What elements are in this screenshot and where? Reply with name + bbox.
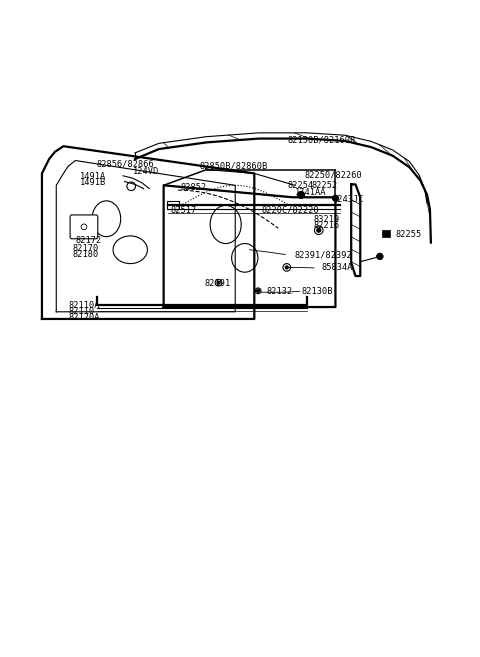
Text: 1741AA: 1741AA	[295, 189, 326, 198]
Circle shape	[376, 253, 383, 260]
Text: 82850B/82860B: 82850B/82860B	[199, 162, 268, 171]
Text: 1243JC: 1243JC	[333, 195, 364, 204]
Circle shape	[298, 192, 304, 198]
Text: 82172: 82172	[75, 236, 102, 244]
Text: 85834A: 85834A	[321, 263, 353, 273]
Text: 82110: 82110	[68, 307, 95, 316]
Text: 82110A: 82110A	[68, 301, 100, 310]
Text: 82255: 82255	[395, 229, 421, 238]
Text: 83219: 83219	[314, 215, 340, 224]
Text: 82130B: 82130B	[301, 286, 333, 296]
Text: 8220C/82220: 8220C/82220	[262, 206, 319, 215]
Text: 124VD: 124VD	[132, 168, 159, 177]
Text: 82191: 82191	[204, 279, 230, 288]
Text: 82517: 82517	[171, 206, 197, 215]
FancyBboxPatch shape	[167, 201, 180, 209]
Text: 82254: 82254	[288, 181, 314, 190]
Text: 82856/82866: 82856/82866	[97, 160, 155, 168]
Circle shape	[217, 281, 220, 284]
Text: 82216: 82216	[314, 221, 340, 230]
Text: 1491B: 1491B	[80, 178, 107, 187]
Text: 82252: 82252	[312, 181, 338, 190]
Text: 1491A: 1491A	[80, 172, 107, 181]
Text: 82391/82392: 82391/82392	[295, 250, 353, 259]
FancyBboxPatch shape	[382, 230, 390, 237]
Text: 82180: 82180	[72, 250, 98, 259]
Circle shape	[333, 195, 338, 201]
Circle shape	[257, 289, 260, 292]
Text: 82852: 82852	[180, 183, 206, 193]
Circle shape	[317, 228, 321, 232]
Text: 82132: 82132	[266, 286, 292, 296]
Text: 82150B/82160B: 82150B/82160B	[288, 135, 356, 145]
Text: 82120A: 82120A	[68, 313, 100, 321]
FancyBboxPatch shape	[70, 215, 98, 238]
Text: 82170: 82170	[72, 244, 98, 253]
Circle shape	[285, 266, 288, 269]
Text: 82250/82260: 82250/82260	[304, 170, 362, 179]
